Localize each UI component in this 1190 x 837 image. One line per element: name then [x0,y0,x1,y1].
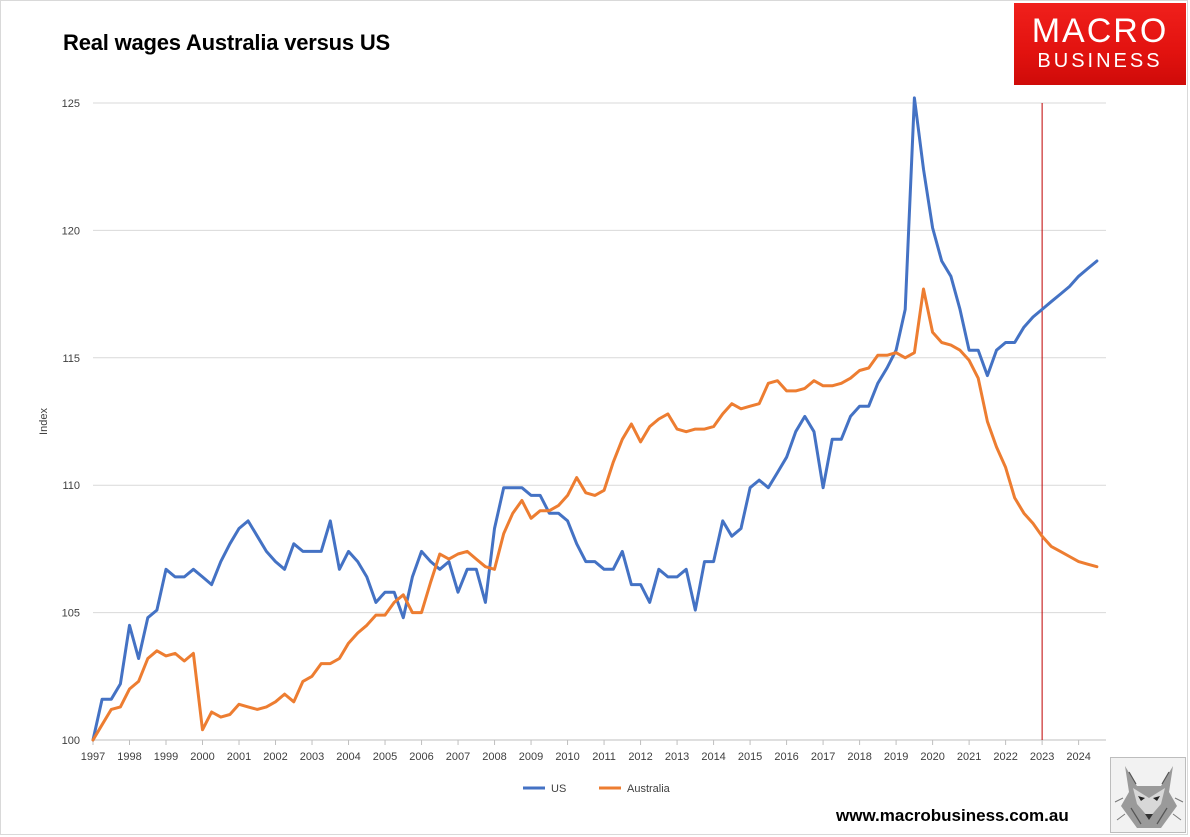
y-tick-label: 110 [62,480,80,492]
wolf-icon [1111,758,1185,832]
axes: 100 105 110 115 120 125 1997 1998 1999 2000 2001 20… [38,98,1106,763]
x-tick-label: 1997 [81,751,105,763]
x-tick-label: 2010 [555,751,579,763]
x-tick-label: 2021 [957,751,981,763]
x-tick-label: 2019 [884,751,908,763]
website-url[interactable]: www.macrobusiness.com.au [836,806,1069,825]
x-tick-label: 2003 [300,751,324,763]
x-tick-label: 2002 [263,751,287,763]
x-tick-label: 2015 [738,751,762,763]
x-tick-label: 1999 [154,751,178,763]
x-tick-label: 2018 [847,751,871,763]
gridlines [93,102,1106,614]
legend-label-us: US [551,783,566,795]
x-tick-label: 2012 [628,751,652,763]
x-tick-label: 1998 [117,751,141,763]
legend-label-australia: Australia [627,783,671,795]
x-tick-label: 2020 [920,751,944,763]
x-tick-label: 2016 [774,751,798,763]
x-tick-label: 2023 [1030,751,1054,763]
series-line-australia [91,287,1099,742]
y-tick-label: 115 [62,353,80,365]
chart-title: Real wages Australia versus US [63,30,391,55]
y-axis-title: Index [38,408,50,435]
logo-text-macro: MACRO [1031,12,1169,50]
y-tick-label: 100 [62,735,80,747]
y-tick-label: 120 [62,225,80,237]
logo-text-business: BUSINESS [1037,50,1163,72]
x-tick-label: 2000 [190,751,214,763]
x-tick-label: 2004 [336,751,360,763]
series-lines [91,96,1099,742]
x-tick-label: 2017 [811,751,835,763]
y-tick-label: 105 [62,608,80,620]
x-tick-label: 2001 [227,751,251,763]
macrobusiness-logo: MACRO BUSINESS [1014,3,1186,85]
x-tick-label: 2009 [519,751,543,763]
x-tick-label: 2006 [409,751,433,763]
x-tick-label: 2013 [665,751,689,763]
x-tick-label: 2007 [446,751,470,763]
x-tick-label: 2008 [482,751,506,763]
x-tick-label: 2024 [1066,751,1090,763]
wolf-mascot-image [1110,757,1186,833]
x-tick-label: 2005 [373,751,397,763]
x-tick-label: 2022 [993,751,1017,763]
x-tick-label: 2014 [701,751,725,763]
x-tick-label: 2011 [592,751,616,763]
series-line-us [91,96,1099,742]
legend: US Australia [523,783,671,795]
y-tick-label: 125 [62,98,80,110]
